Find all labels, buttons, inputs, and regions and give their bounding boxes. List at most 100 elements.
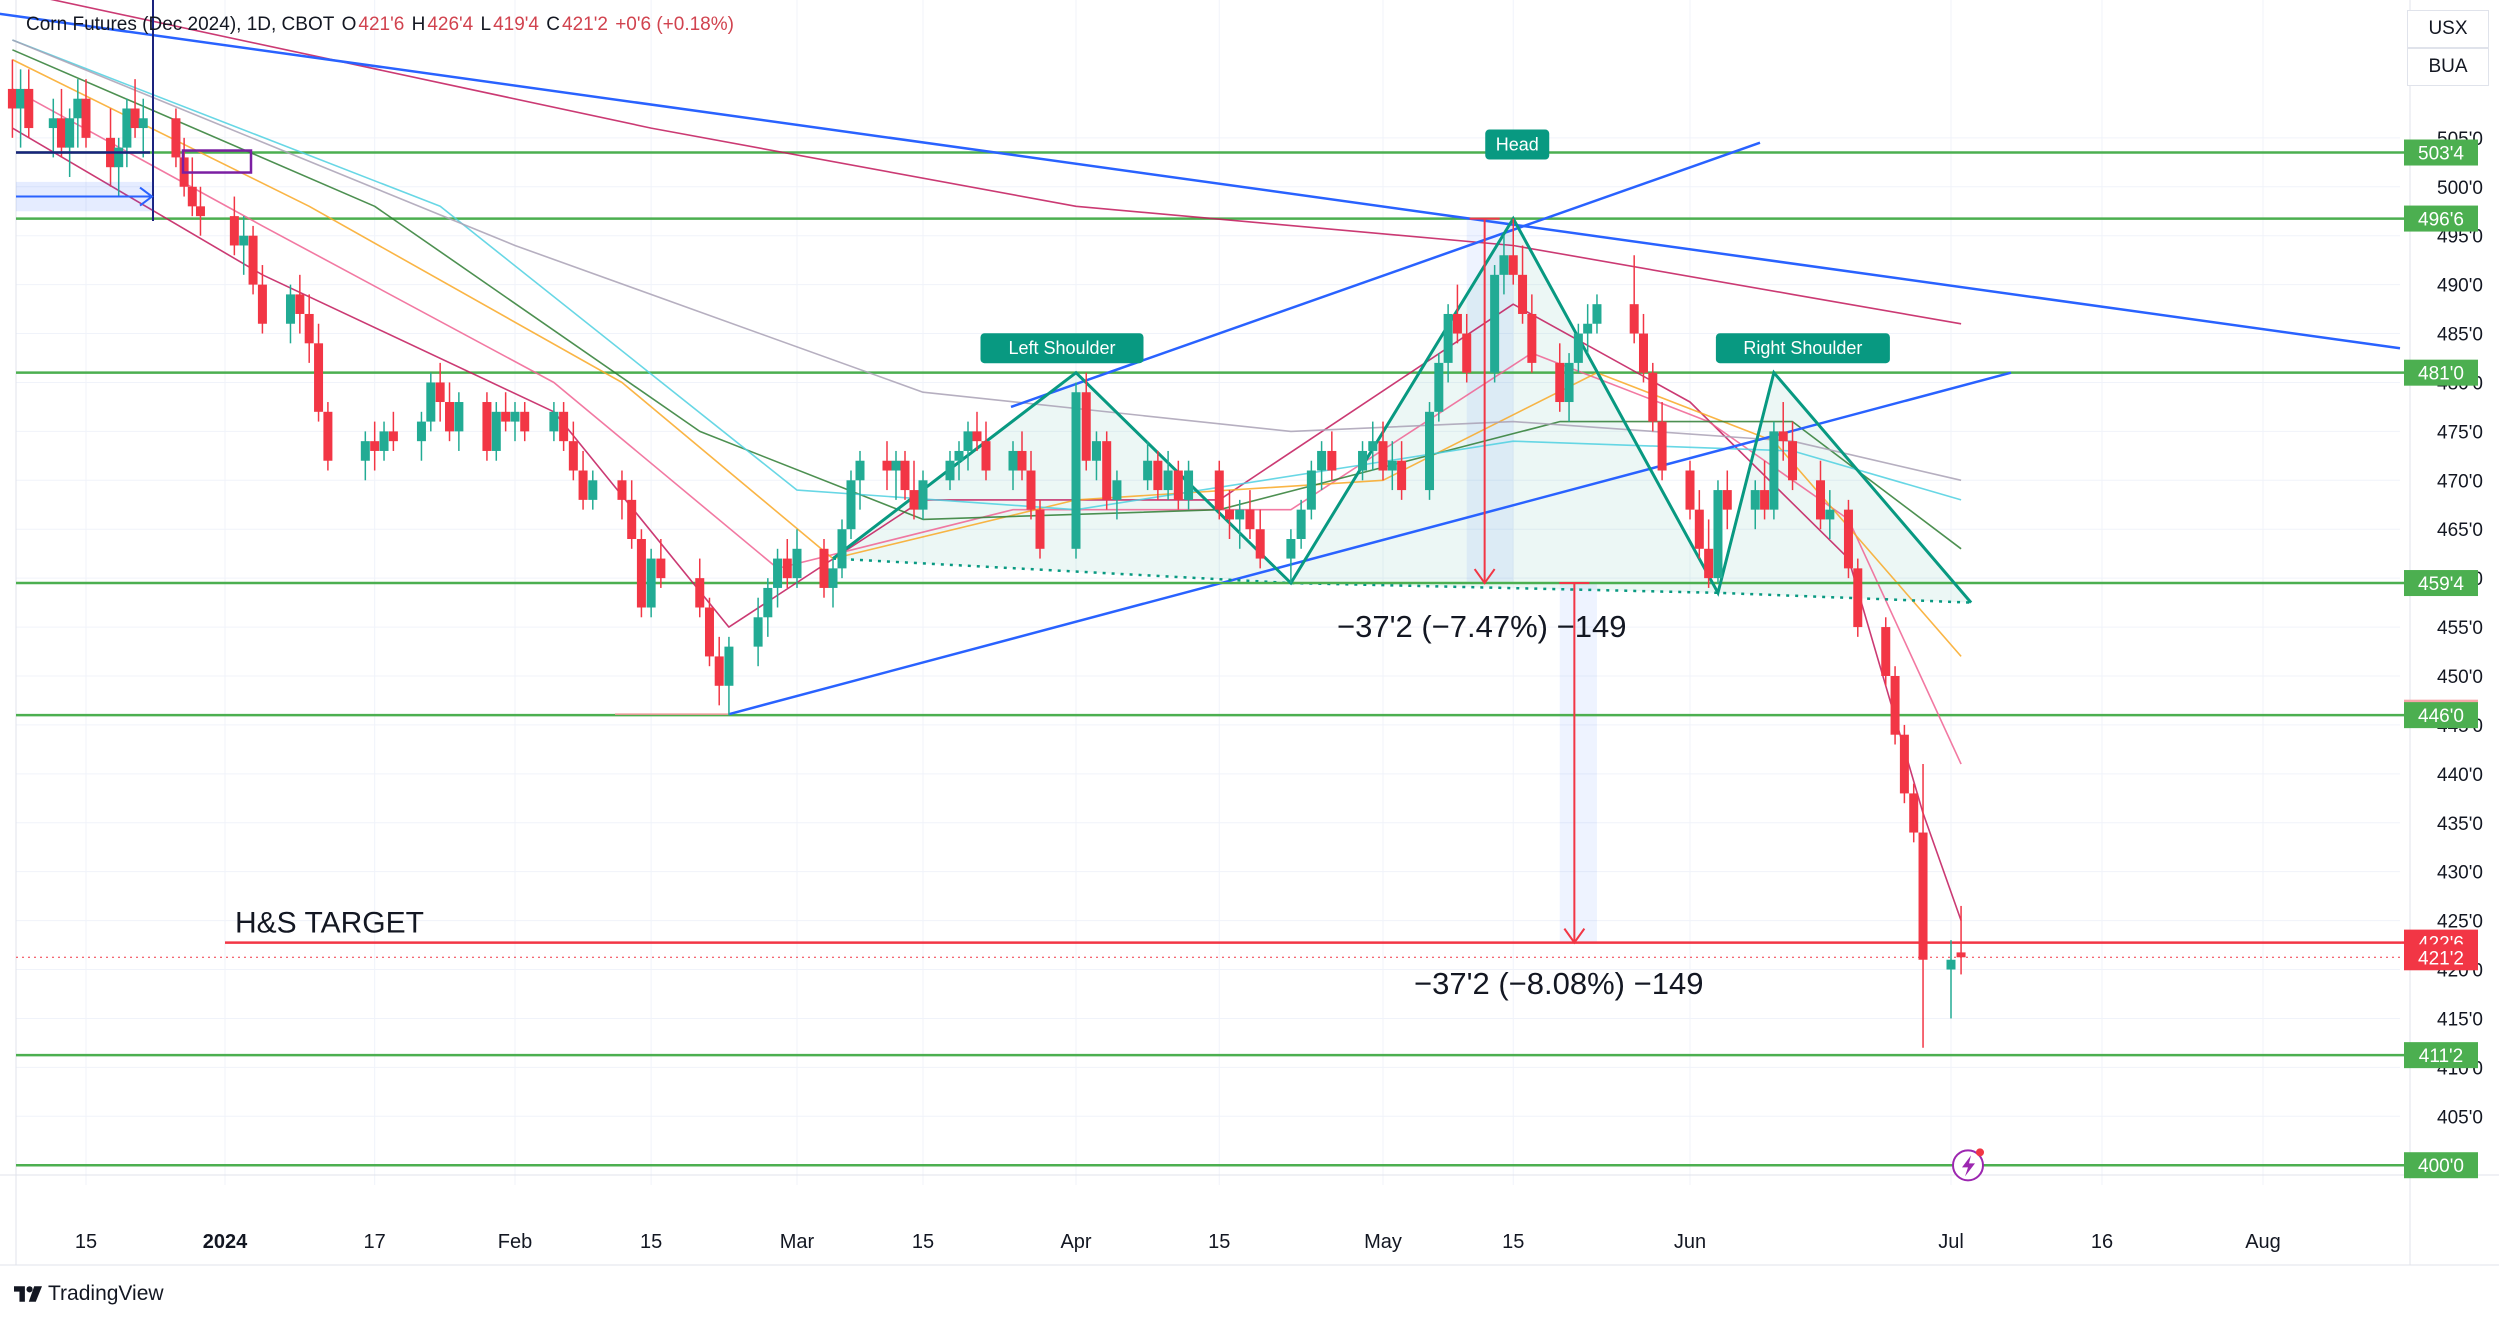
open-value: 421'6: [358, 14, 405, 35]
price-label-bg: [2404, 359, 2478, 386]
candle-body: [1184, 470, 1194, 500]
price-label-text: 481'0: [2418, 364, 2464, 385]
candle-body: [837, 529, 847, 569]
candle-body: [122, 108, 132, 148]
candle-body: [81, 98, 91, 138]
candle-body: [501, 411, 511, 422]
candle-body: [549, 411, 559, 432]
time-tick-label: 15: [1502, 1231, 1524, 1253]
candle-body: [1648, 372, 1658, 422]
right-shoulder-label-text: Right Shoulder: [1743, 338, 1862, 358]
candle-body: [7, 88, 17, 109]
trendline-descending: [0, 12, 2401, 350]
time-tick-label: Jun: [1674, 1231, 1706, 1253]
candle-body: [1685, 470, 1695, 510]
tradingview-logo-icon: [14, 1286, 42, 1302]
candle-body: [138, 118, 148, 129]
candle-body: [1387, 460, 1397, 471]
candle-body: [1286, 539, 1296, 559]
candle-body: [491, 411, 501, 451]
close-label: C: [546, 14, 560, 35]
candle-body: [56, 118, 66, 148]
right-shoulder-area: [1717, 372, 1972, 603]
candle-body: [1592, 304, 1602, 324]
price-tick-label: 450'0: [2437, 667, 2483, 688]
price-label-text: 503'4: [2418, 144, 2464, 165]
candle-body: [171, 118, 181, 158]
candle-body: [379, 431, 389, 451]
candle-body: [1225, 509, 1234, 520]
price-label-text: 446'0: [2418, 706, 2464, 727]
hs-target-label: H&S TARGET: [235, 907, 424, 940]
candle-body: [646, 558, 656, 608]
time-tick-label: Jul: [1938, 1231, 1964, 1253]
time-tick-label: 15: [912, 1231, 934, 1253]
unit-button[interactable]: BUA: [2407, 48, 2489, 86]
candle-body: [1081, 392, 1091, 461]
candle-body: [714, 656, 724, 686]
price-label: 481'0: [2404, 359, 2478, 386]
candle-body: [426, 382, 436, 422]
price-label: 459'4: [2404, 570, 2478, 597]
candle-body: [627, 499, 637, 540]
candle-body: [1816, 480, 1825, 520]
price-tick-label: 405'0: [2437, 1107, 2483, 1128]
candle-body: [753, 617, 763, 647]
currency-button[interactable]: USX: [2407, 10, 2489, 48]
high-value: 426'4: [427, 14, 474, 35]
price-label-bg: [2404, 139, 2478, 166]
candle-body: [636, 539, 646, 608]
candle-body: [1788, 441, 1798, 481]
candle-body: [304, 313, 314, 344]
candle-body: [1909, 793, 1919, 833]
measure-2-label: −37'2 (−8.08%) −149: [1414, 966, 1703, 1001]
candle-body: [1956, 952, 1966, 958]
price-tick-label: 495'0: [2437, 227, 2483, 248]
candle-body: [73, 98, 83, 119]
price-label: 421'2: [2404, 944, 2478, 971]
candle-body: [1713, 490, 1723, 579]
price-label-text: 496'6: [2418, 210, 2464, 231]
candle-body: [656, 558, 666, 579]
purple-box-marker: [181, 149, 253, 174]
measure-1-arrow-head: [1473, 568, 1496, 585]
candle-body: [1317, 450, 1327, 471]
candle-body: [1452, 313, 1462, 334]
candle-body: [1499, 255, 1509, 275]
candle-body: [559, 411, 569, 442]
candle-body: [1508, 255, 1518, 275]
candle-body: [1071, 392, 1081, 549]
head-label: Head: [1485, 129, 1550, 160]
high-label: H: [411, 14, 426, 35]
moving-average-line: [50, 0, 1962, 325]
candle-body: [1255, 529, 1265, 559]
candle-body: [1306, 470, 1316, 510]
price-tick-label: 435'0: [2437, 814, 2483, 835]
moving-average-line: [12, 49, 1962, 550]
candles: [7, 59, 1966, 1048]
price-label-bg: [2404, 570, 2478, 597]
head-label-bg: [1485, 129, 1550, 160]
candle-body: [187, 186, 197, 207]
time-tick-label: 15: [1208, 1231, 1230, 1253]
candle-body: [782, 558, 792, 579]
candle-body: [828, 568, 838, 588]
price-label-text: 411'2: [2419, 1046, 2464, 1067]
candle-body: [1035, 509, 1045, 549]
candle-body: [1434, 362, 1444, 412]
price-label-bg: [2404, 205, 2478, 232]
candle-body: [510, 411, 520, 422]
candle-body: [1397, 460, 1407, 491]
candle-body: [295, 294, 305, 314]
candle-body: [435, 382, 445, 403]
measure-1-label: −37'2 (−7.47%) −149: [1337, 609, 1626, 644]
candle-body: [24, 88, 34, 129]
price-tick-label: 470'0: [2437, 471, 2483, 492]
tradingview-logo[interactable]: TradingView: [14, 1282, 164, 1306]
candle-body: [918, 480, 928, 510]
candle-body: [1555, 362, 1565, 403]
candle-body: [1327, 450, 1337, 471]
candle-body: [114, 147, 124, 168]
